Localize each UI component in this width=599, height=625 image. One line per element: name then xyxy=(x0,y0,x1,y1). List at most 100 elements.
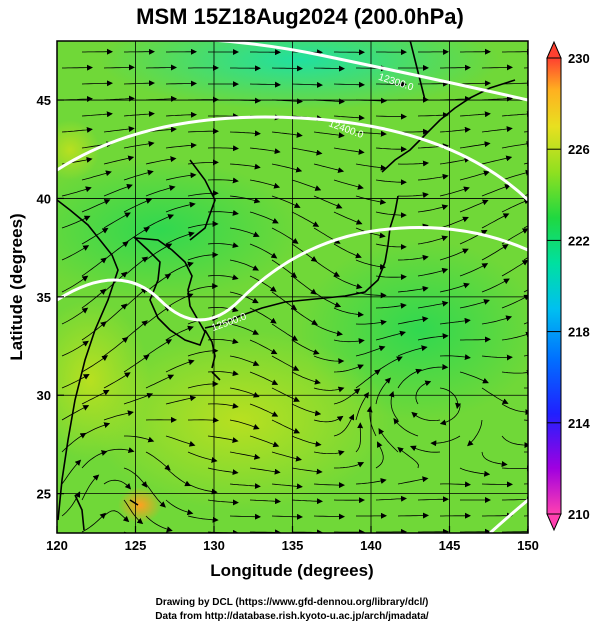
streamline-52 xyxy=(333,114,365,121)
streamline-102 xyxy=(501,169,528,181)
streamline-54 xyxy=(417,112,449,119)
streamline-313 xyxy=(187,483,218,495)
streamline-157 xyxy=(398,254,429,261)
streamline-212 xyxy=(291,339,320,355)
streamline-29 xyxy=(333,81,365,88)
streamline-174 xyxy=(145,273,172,293)
streamline-97 xyxy=(291,179,322,191)
streamline-133 xyxy=(355,227,386,239)
streamline-264 xyxy=(61,405,90,421)
y-axis: 25 30 35 40 45 xyxy=(37,93,64,502)
streamline-259 xyxy=(333,388,361,405)
streamline-179 xyxy=(355,291,387,299)
streamline-64 xyxy=(355,130,387,137)
streamline-271 xyxy=(355,391,369,421)
streamline-238 xyxy=(417,363,449,373)
x-tick-label: 140 xyxy=(360,538,382,553)
streamline-84 xyxy=(229,163,261,170)
streamline-27 xyxy=(249,81,281,88)
streamline-292 xyxy=(271,451,302,462)
streamline-145 xyxy=(375,243,407,250)
streamline-74 xyxy=(291,147,323,156)
streamline-100 xyxy=(417,173,449,181)
streamline-239 xyxy=(459,371,489,384)
streamline-191 xyxy=(375,302,407,309)
streamline-339 xyxy=(313,513,345,520)
streamline-98 xyxy=(333,179,364,190)
streamline-129 xyxy=(187,220,219,229)
streamline-216 xyxy=(460,336,491,343)
streamline-110 xyxy=(355,195,387,205)
streamline-192 xyxy=(417,300,449,309)
streamline-41 xyxy=(355,97,387,104)
streamline-119 xyxy=(249,211,279,224)
streamline-139 xyxy=(123,227,150,245)
streamline-217 xyxy=(501,331,528,341)
streamline-285 xyxy=(430,435,461,447)
streamline-220 xyxy=(145,339,173,357)
streamline-273 xyxy=(411,411,441,421)
streamline-136 xyxy=(481,213,510,229)
streamline-236 xyxy=(333,364,364,373)
streamline-281 xyxy=(291,435,322,448)
streamline-289 xyxy=(145,451,171,471)
streamline-61 xyxy=(229,130,261,137)
streamline-261 xyxy=(415,380,432,405)
streamline-247 xyxy=(313,386,345,393)
streamline-170 xyxy=(459,263,489,277)
streamline-237 xyxy=(375,356,403,373)
streamline-141 xyxy=(207,242,239,249)
streamline-324 xyxy=(165,499,194,516)
streamline-222 xyxy=(229,355,260,366)
streamline-219 xyxy=(103,336,129,357)
streamline-304 xyxy=(291,467,323,475)
streamline-283 xyxy=(366,406,377,437)
streamline-99 xyxy=(375,179,407,186)
credit-drawing: Drawing by DCL (https://www.gfd-dennou.o… xyxy=(156,597,429,608)
streamline-168 xyxy=(375,274,407,281)
streamline-126 xyxy=(61,215,91,229)
streamline-312 xyxy=(145,483,166,508)
streamline-205 xyxy=(481,315,513,325)
streamline-333 xyxy=(61,491,81,517)
streamline-290 xyxy=(187,451,218,463)
streamline-39 xyxy=(271,98,303,105)
streamline-147 xyxy=(459,229,488,245)
streamline-151 xyxy=(145,243,173,261)
streamline-32 xyxy=(459,80,491,87)
streamline-70 xyxy=(123,140,155,149)
streamline-197 xyxy=(145,305,172,325)
x-tick-label: 130 xyxy=(203,538,225,553)
streamline-35 xyxy=(103,95,135,102)
streamline-284 xyxy=(393,417,419,437)
streamline-319 xyxy=(439,481,471,488)
streamline-341 xyxy=(397,512,429,519)
streamline-186 xyxy=(165,293,194,309)
streamline-149 xyxy=(61,245,90,261)
streamline-122 xyxy=(375,211,407,219)
streamline-43 xyxy=(439,95,471,102)
streamline-241 xyxy=(61,374,90,389)
streamline-231 xyxy=(123,354,150,373)
streamline-297 xyxy=(481,451,508,467)
x-axis: 120 125 130 135 140 145 150 xyxy=(46,526,539,553)
streamline-221 xyxy=(187,347,219,357)
streamline-67 xyxy=(481,126,513,133)
streamline-210 xyxy=(207,338,239,345)
streamline-21 xyxy=(481,64,513,71)
streamline-288 xyxy=(103,447,135,453)
streamline-90 xyxy=(481,155,513,165)
streamline-323 xyxy=(123,499,144,525)
streamline-109 xyxy=(313,195,343,209)
streamline-96 xyxy=(249,179,281,189)
streamline-305 xyxy=(334,462,365,469)
streamline-107 xyxy=(229,195,261,204)
streamline-31 xyxy=(418,80,449,87)
streamline-257 xyxy=(249,403,279,417)
streamline-256 xyxy=(207,402,239,409)
streamline-180 xyxy=(397,285,429,293)
taiwan-coast xyxy=(74,494,85,531)
contour-line-12500-south xyxy=(488,498,528,533)
streamline-330 xyxy=(417,496,449,503)
streamline-159 xyxy=(481,244,509,261)
